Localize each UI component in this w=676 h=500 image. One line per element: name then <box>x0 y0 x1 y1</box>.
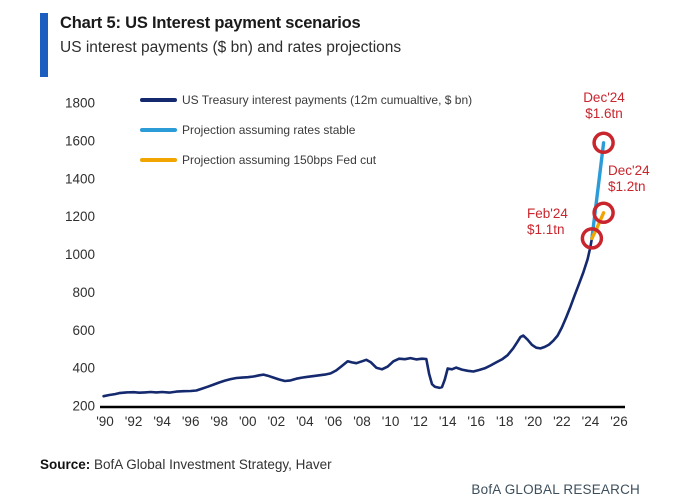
x-tick-label: '22 <box>553 414 571 429</box>
endpoint-marker-circle <box>592 131 615 155</box>
annotation-value: $1.1tn <box>527 222 565 237</box>
x-tick-label: '20 <box>525 414 543 429</box>
source-text: BofA Global Investment Strategy, Haver <box>90 457 332 472</box>
annotation-date: Feb'24 <box>527 206 568 221</box>
x-tick-label: '96 <box>182 414 200 429</box>
legend-item-fed-cut: Projection assuming 150bps Fed cut <box>140 150 472 170</box>
legend-item-rates-stable: Projection assuming rates stable <box>140 120 472 140</box>
chart-legend: US Treasury interest payments (12m cumua… <box>140 90 472 180</box>
annotation-date: Dec'24 <box>583 90 625 105</box>
annotation-feb24-1-1tn: Feb'24 $1.1tn <box>527 206 577 238</box>
title-accent-bar <box>40 13 48 77</box>
annotation-value: $1.2tn <box>608 179 646 194</box>
legend-label: US Treasury interest payments (12m cumua… <box>182 93 473 107</box>
x-tick-label: '08 <box>353 414 371 429</box>
chart-title: Chart 5: US Interest payment scenarios <box>60 14 361 32</box>
y-tick-label: 1800 <box>65 96 95 111</box>
y-tick-label: 1400 <box>65 171 95 186</box>
y-tick-label: 400 <box>72 361 95 376</box>
y-tick-label: 1600 <box>65 133 95 148</box>
x-tick-label: '04 <box>296 414 314 429</box>
y-tick-label: 600 <box>72 323 95 338</box>
y-tick-label: 200 <box>72 399 95 414</box>
x-tick-label: '98 <box>210 414 228 429</box>
source-line: Source: BofA Global Investment Strategy,… <box>40 457 332 472</box>
legend-label: Projection assuming rates stable <box>182 123 356 137</box>
x-tick-label: '06 <box>325 414 343 429</box>
brand-mark: BofA GLOBAL RESEARCH <box>471 482 640 497</box>
x-tick-label: '26 <box>610 414 628 429</box>
annotation-dec24-1-2tn: Dec'24 $1.2tn <box>608 163 668 195</box>
x-tick-label: '10 <box>382 414 400 429</box>
x-tick-label: '16 <box>467 414 485 429</box>
x-tick-label: '12 <box>410 414 428 429</box>
legend-label: Projection assuming 150bps Fed cut <box>182 153 377 167</box>
x-tick-label: '14 <box>439 414 457 429</box>
annotation-dec24-1-6tn: Dec'24 $1.6tn <box>566 90 642 122</box>
annotation-value: $1.6tn <box>585 106 623 121</box>
y-tick-label: 800 <box>72 285 95 300</box>
series-projection-fed-cut <box>590 211 606 241</box>
blue-line-swatch <box>140 128 177 132</box>
source-label: Source: <box>40 457 91 472</box>
navy-line-swatch <box>140 98 177 102</box>
series-treasury-interest-payments <box>102 237 594 398</box>
x-tick-label: '02 <box>268 414 286 429</box>
endpoint-marker-circle <box>580 227 604 250</box>
x-tick-label: '94 <box>153 414 171 429</box>
x-tick-label: '90 <box>96 414 114 429</box>
y-tick-label: 1200 <box>65 209 95 224</box>
chart-subtitle: US interest payments ($ bn) and rates pr… <box>60 39 402 56</box>
x-tick-label: '18 <box>496 414 514 429</box>
x-tick-label: '00 <box>239 414 257 429</box>
orange-line-swatch <box>140 158 177 162</box>
annotation-date: Dec'24 <box>608 163 650 178</box>
x-tick-label: '92 <box>125 414 143 429</box>
x-tick-label: '24 <box>582 414 600 429</box>
legend-item-treasury-payments: US Treasury interest payments (12m cumua… <box>140 90 472 110</box>
endpoint-marker-circle <box>592 201 615 225</box>
y-tick-label: 1000 <box>65 247 95 262</box>
series-projection-rates-stable <box>590 141 606 241</box>
